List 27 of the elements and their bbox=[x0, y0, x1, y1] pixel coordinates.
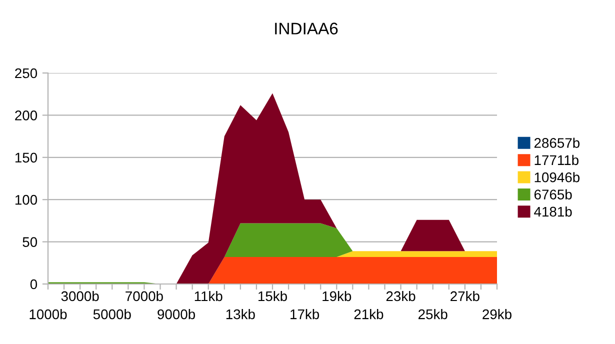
legend-label: 10946b bbox=[534, 172, 580, 182]
y-tick-label: 250 bbox=[15, 68, 38, 78]
x-tick-label: 3000b bbox=[61, 290, 99, 302]
x-tick-label: 25kb bbox=[418, 309, 448, 320]
legend-label: 6765b bbox=[534, 189, 572, 200]
legend-label: 17711b bbox=[534, 154, 578, 166]
y-tick-label: 100 bbox=[15, 194, 38, 205]
x-tick-label: 13kb bbox=[226, 309, 255, 320]
x-tick-label: 19kb bbox=[322, 290, 352, 302]
y-tick-label: 150 bbox=[15, 152, 38, 163]
y-tick-label: 0 bbox=[30, 279, 38, 290]
y-tick-label: 50 bbox=[22, 237, 38, 247]
x-tick-label: 15kb bbox=[258, 290, 287, 302]
x-tick-label: 23kb bbox=[386, 290, 416, 302]
x-tick-label: 1000b bbox=[30, 309, 67, 320]
x-tick-label: 7000b bbox=[126, 290, 163, 302]
x-tick-label: 27kb bbox=[450, 290, 480, 302]
x-tick-label: 5000b bbox=[93, 309, 131, 320]
legend-label: 28657b bbox=[534, 138, 580, 148]
x-tick-label: 11kb bbox=[194, 290, 222, 302]
y-tick-label: 200 bbox=[15, 110, 38, 120]
legend-label: 4181b bbox=[534, 206, 572, 217]
x-tick-label: 9000b bbox=[158, 309, 196, 320]
x-tick-label: 17kb bbox=[290, 309, 320, 320]
x-tick-label: 21kb bbox=[354, 309, 384, 320]
x-tick-label: 29kb bbox=[482, 309, 512, 320]
chart-title: INDIAA6 bbox=[275, 22, 338, 34]
